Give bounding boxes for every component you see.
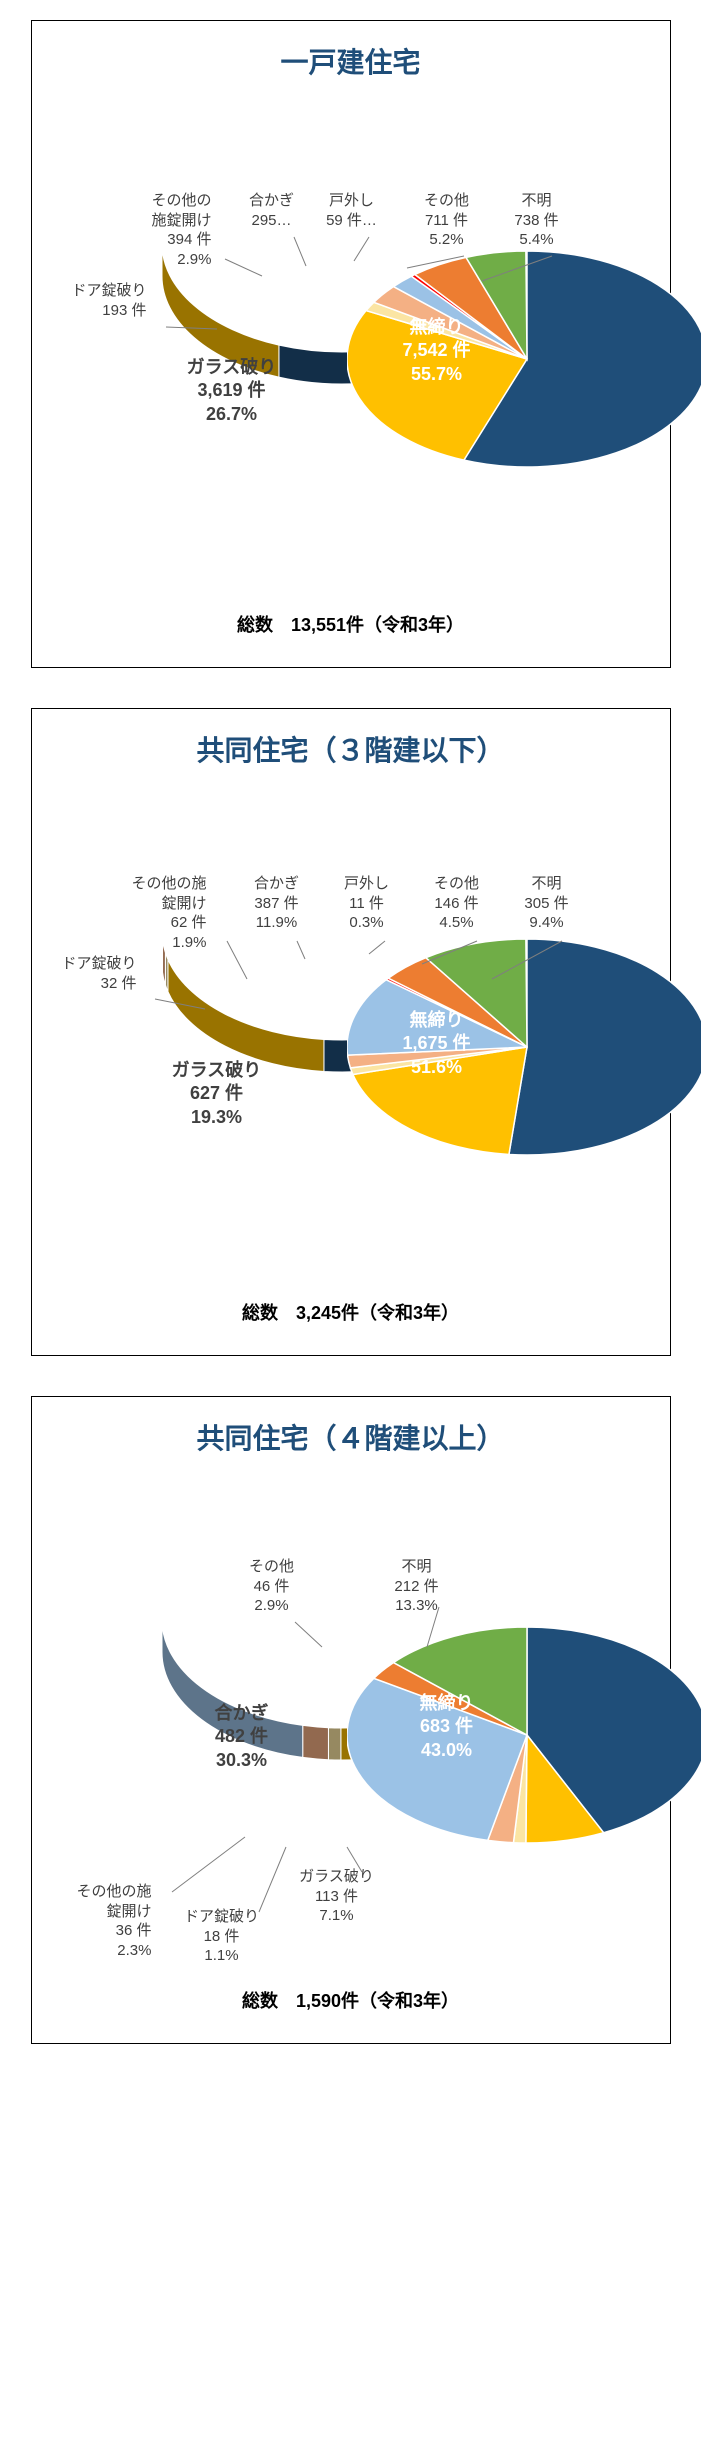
slice-label-glass: ガラス破り 113 件 7.1% bbox=[287, 1867, 387, 1926]
chart-house: 一戸建住宅無締り 7,542 件 55.7% ガラス破り 3,619 件 26.7… bbox=[31, 20, 671, 668]
slice-label-fumei: 不明 738 件 5.4% bbox=[487, 191, 587, 250]
slice-label-sonota: その他 146 件 4.5% bbox=[407, 874, 507, 933]
slice-label-mujimari: 無締り 1,675 件 51.6% bbox=[377, 1009, 497, 1079]
chart-total: 総数 3,245件（令和3年） bbox=[47, 1299, 655, 1325]
slice-label-other_lock: その他の施 錠開け 36 件 2.3% bbox=[52, 1882, 152, 1960]
slice-label-mujimari: 無締り 7,542 件 55.7% bbox=[377, 316, 497, 386]
slice-label-fumei: 不明 305 件 9.4% bbox=[497, 874, 597, 933]
slice-label-glass: ガラス破り 627 件 19.3% bbox=[157, 1059, 277, 1129]
slice-label-door_lock: ドア錠破り 32 件 bbox=[37, 954, 137, 993]
chart-apt3: 共同住宅（３階建以下） 無締り 1,675 件 51.6% ガラス破り 627 件 … bbox=[31, 708, 671, 1356]
slice-label-door_lock: ドア錠破り 193 件 bbox=[47, 281, 147, 320]
slice-label-mujimari: 無締り 683 件 43.0% bbox=[387, 1692, 507, 1762]
slice-label-aikagi: 合かぎ 482 件 30.3% bbox=[182, 1702, 302, 1772]
chart-area: 無締り 1,675 件 51.6%ガラス破り 627 件 19.3%ドア錠破り … bbox=[47, 784, 647, 1284]
slice-label-other_lock: その他の 施錠開け 394 件 2.9% bbox=[112, 191, 212, 269]
chart-area: 無締り 683 件 43.0% ガラス破り 113 件 7.1% ドア錠破り 18 … bbox=[47, 1472, 647, 1972]
slice-label-sonota: その他 711 件 5.2% bbox=[397, 191, 497, 250]
slice-mujimari bbox=[508, 939, 701, 1155]
slice-label-tohazushi: 戸外し 59 件… bbox=[302, 191, 402, 230]
slice-label-fumei: 不明 212 件 13.3% bbox=[367, 1557, 467, 1616]
chart-total: 総数 1,590件（令和3年） bbox=[47, 1987, 655, 2013]
slice-label-sonota: その他 46 件 2.9% bbox=[222, 1557, 322, 1616]
chart-title: 一戸建住宅 bbox=[47, 41, 655, 81]
slice-label-aikagi: 合かぎ 387 件 11.9% bbox=[227, 874, 327, 933]
slice-label-glass: ガラス破り 3,619 件 26.7% bbox=[172, 356, 292, 426]
chart-area: 無締り 7,542 件 55.7% ガラス破り 3,619 件 26.7% ドア錠破… bbox=[47, 96, 647, 596]
slice-label-tohazushi: 戸外し 11 件 0.3% bbox=[317, 874, 417, 933]
slice-label-other_lock: その他の施 錠開け 62 件 1.9% bbox=[107, 874, 207, 952]
slice-label-door_lock: ドア錠破り 18 件 1.1% bbox=[172, 1907, 272, 1966]
chart-title: 共同住宅（４階建以上） bbox=[47, 1417, 655, 1457]
chart-total: 総数 13,551件（令和3年） bbox=[47, 611, 655, 637]
chart-title: 共同住宅（３階建以下） bbox=[47, 729, 655, 769]
chart-apt4: 共同住宅（４階建以上） 無締り 683 件 43.0% ガラス破り 113 件 7.… bbox=[31, 1396, 671, 2044]
